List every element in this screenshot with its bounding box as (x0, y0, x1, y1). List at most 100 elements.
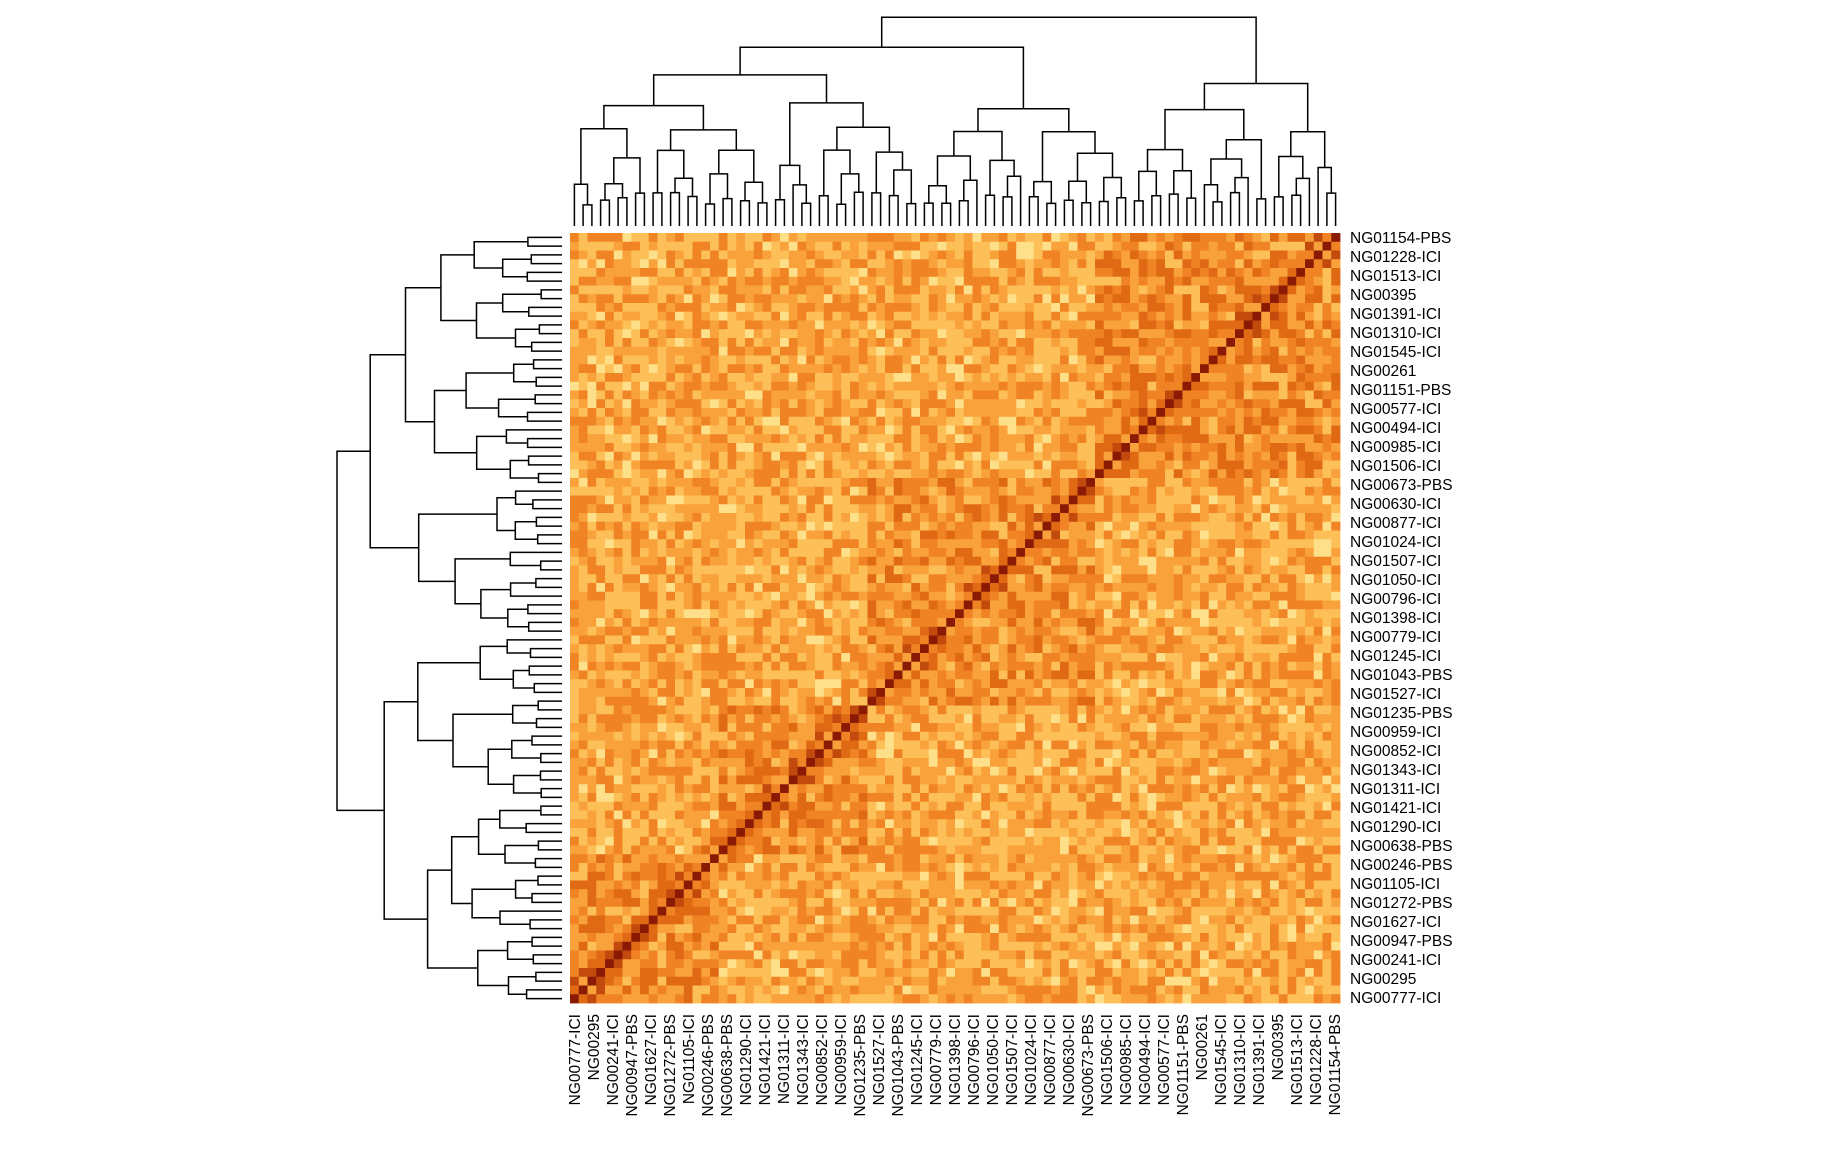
heatmap-cell (1243, 495, 1253, 505)
heatmap-cell (1173, 294, 1183, 304)
heatmap-cell (1103, 381, 1113, 391)
heatmap-cell (596, 583, 606, 593)
heatmap-cell (1112, 443, 1122, 453)
heatmap-cell (780, 504, 790, 514)
heatmap-cell (1112, 688, 1122, 698)
heatmap-cell (990, 259, 1000, 269)
heatmap-cell (1033, 504, 1043, 514)
heatmap-cell (972, 425, 982, 435)
heatmap-cell (1007, 495, 1017, 505)
heatmap-cell (893, 495, 903, 505)
heatmap-cell (753, 373, 763, 383)
heatmap-cell (1305, 416, 1315, 426)
heatmap-cell (928, 373, 938, 383)
heatmap-cell (1095, 644, 1105, 654)
heatmap-cell (920, 259, 930, 269)
heatmap-cell (885, 250, 895, 260)
heatmap-cell (998, 390, 1008, 400)
heatmap-cell (1261, 486, 1271, 496)
heatmap-cell (946, 504, 956, 514)
heatmap-cell (605, 390, 615, 400)
heatmap-cell (718, 276, 728, 286)
heatmap-cell (657, 399, 667, 409)
heatmap-cell (972, 399, 982, 409)
heatmap-cell (1016, 513, 1026, 523)
heatmap-cell (832, 241, 842, 251)
heatmap-cell (981, 346, 991, 356)
heatmap-cell (1296, 268, 1306, 278)
heatmap-cell (692, 600, 702, 610)
heatmap-cell (972, 364, 982, 374)
heatmap-cell (797, 591, 807, 601)
heatmap-cell (1252, 233, 1262, 243)
heatmap-cell (727, 679, 737, 689)
heatmap-cell (570, 661, 580, 671)
heatmap-cell (1025, 696, 1035, 706)
heatmap-cell (928, 556, 938, 566)
heatmap-cell (972, 303, 982, 313)
heatmap-cell (1200, 591, 1210, 601)
heatmap-cell (893, 451, 903, 461)
heatmap-cell (1086, 373, 1096, 383)
heatmap-cell (1051, 399, 1061, 409)
heatmap-cell (902, 530, 912, 540)
heatmap-cell (1287, 329, 1297, 339)
heatmap-cell (823, 460, 833, 470)
heatmap-cell (946, 443, 956, 453)
heatmap-cell (1130, 618, 1140, 628)
heatmap-cell (1278, 320, 1288, 330)
heatmap-cell (1313, 338, 1323, 348)
heatmap-cell (1322, 311, 1332, 321)
heatmap-cell (596, 233, 606, 243)
heatmap-cell (1287, 714, 1297, 724)
heatmap-cell (1182, 583, 1192, 593)
heatmap-cell (893, 513, 903, 523)
heatmap-cell (587, 714, 597, 724)
heatmap-cell (1305, 591, 1315, 601)
heatmap-cell (1313, 565, 1323, 575)
heatmap-cell (1156, 530, 1166, 540)
heatmap-cell (963, 565, 973, 575)
heatmap-cell (1313, 311, 1323, 321)
heatmap-cell (815, 355, 825, 365)
heatmap-cell (648, 626, 658, 636)
heatmap-cell (1033, 495, 1043, 505)
heatmap-cell (622, 381, 632, 391)
heatmap-cell (1068, 416, 1078, 426)
heatmap-cell (928, 504, 938, 514)
heatmap-cell (1208, 381, 1218, 391)
heatmap-cell (1086, 425, 1096, 435)
heatmap-cell (920, 268, 930, 278)
heatmap-cell (832, 294, 842, 304)
heatmap-cell (893, 443, 903, 453)
heatmap-cell (736, 399, 746, 409)
heatmap-cell (955, 320, 965, 330)
heatmap-cell (596, 661, 606, 671)
heatmap-cell (963, 478, 973, 488)
heatmap-cell (1261, 705, 1271, 715)
heatmap-cell (736, 416, 746, 426)
heatmap-cell (753, 469, 763, 479)
heatmap-cell (622, 460, 632, 470)
heatmap-cell (990, 285, 1000, 295)
heatmap-cell (640, 451, 650, 461)
heatmap-cell (885, 259, 895, 269)
heatmap-cell (937, 513, 947, 523)
heatmap-cell (1191, 268, 1201, 278)
heatmap-cell (1103, 574, 1113, 584)
heatmap-cell (1112, 469, 1122, 479)
heatmap-cell (937, 346, 947, 356)
heatmap-cell (858, 460, 868, 470)
heatmap-cell (675, 696, 685, 706)
heatmap-cell (701, 250, 711, 260)
heatmap-cell (1060, 268, 1070, 278)
heatmap-cell (893, 626, 903, 636)
heatmap-cell (1261, 294, 1271, 304)
heatmap-cell (771, 521, 781, 531)
heatmap-cell (578, 609, 588, 619)
heatmap-cell (972, 241, 982, 251)
heatmap-cell (1217, 653, 1227, 663)
heatmap-cell (1007, 259, 1017, 269)
heatmap-cell (578, 521, 588, 531)
heatmap-cell (771, 478, 781, 488)
